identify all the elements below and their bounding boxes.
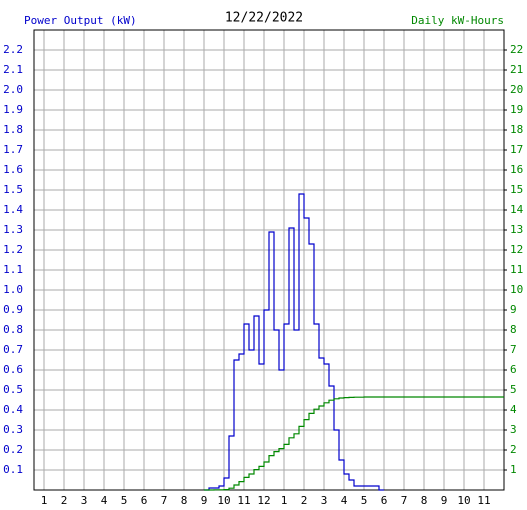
y-tick-label: 1.7 <box>3 143 23 156</box>
y2-tick-label: 6 <box>510 363 517 376</box>
y2-axis-label: Daily kW-Hours <box>411 14 504 27</box>
y-tick-label: 1.9 <box>3 103 23 116</box>
y-tick-label: 1.8 <box>3 123 23 136</box>
x-tick-label: 1 <box>41 494 48 507</box>
x-tick-label: 3 <box>321 494 328 507</box>
x-tick-label: 10 <box>217 494 230 507</box>
y2-tick-label: 22 <box>510 43 523 56</box>
y2-tick-label: 8 <box>510 323 517 336</box>
y2-tick-label: 17 <box>510 143 523 156</box>
y2-tick-label: 19 <box>510 103 523 116</box>
y-tick-label: 0.6 <box>3 363 23 376</box>
x-tick-label: 8 <box>421 494 428 507</box>
y2-tick-label: 12 <box>510 243 523 256</box>
y2-tick-label: 21 <box>510 63 523 76</box>
y2-tick-label: 16 <box>510 163 523 176</box>
y-axis-label: Power Output (kW) <box>24 14 137 27</box>
y2-tick-label: 2 <box>510 443 517 456</box>
y-tick-label: 0.9 <box>3 303 23 316</box>
y-tick-label: 2.0 <box>3 83 23 96</box>
y-tick-label: 1.5 <box>3 183 23 196</box>
x-tick-label: 9 <box>201 494 208 507</box>
y2-tick-label: 3 <box>510 423 517 436</box>
x-tick-label: 11 <box>477 494 490 507</box>
x-tick-label: 6 <box>381 494 388 507</box>
x-tick-label: 9 <box>441 494 448 507</box>
y2-tick-label: 7 <box>510 343 517 356</box>
series-line <box>204 193 384 491</box>
y-tick-label: 1.4 <box>3 203 23 216</box>
y2-tick-label: 9 <box>510 303 517 316</box>
y-tick-label: 1.1 <box>3 263 23 276</box>
plot-border <box>33 29 505 491</box>
y2-tick-label: 4 <box>510 403 517 416</box>
y-tick-label: 0.5 <box>3 383 23 396</box>
x-tick-label: 6 <box>141 494 148 507</box>
x-tick-label: 8 <box>181 494 188 507</box>
x-tick-label: 11 <box>237 494 250 507</box>
x-tick-label: 7 <box>161 494 168 507</box>
y-tick-label: 1.3 <box>3 223 23 236</box>
y2-tick-label: 1 <box>510 463 517 476</box>
y-tick-label: 0.2 <box>3 443 23 456</box>
x-tick-label: 7 <box>401 494 408 507</box>
x-tick-label: 10 <box>457 494 470 507</box>
y2-tick-label: 13 <box>510 223 523 236</box>
y2-tick-label: 14 <box>510 203 524 216</box>
x-tick-label: 1 <box>281 494 288 507</box>
y2-tick-label: 10 <box>510 283 523 296</box>
y2-tick-label: 11 <box>510 263 523 276</box>
y-tick-label: 0.4 <box>3 403 23 416</box>
y-tick-label: 1.2 <box>3 243 23 256</box>
y2-tick-label: 18 <box>510 123 523 136</box>
x-tick-label: 12 <box>257 494 270 507</box>
y-tick-label: 0.1 <box>3 463 23 476</box>
y-tick-label: 1.0 <box>3 283 23 296</box>
y-tick-label: 0.7 <box>3 343 23 356</box>
y-tick-label: 2.2 <box>3 43 23 56</box>
x-tick-label: 5 <box>361 494 368 507</box>
x-tick-label: 4 <box>101 494 108 507</box>
y-tick-label: 0.8 <box>3 323 23 336</box>
x-tick-label: 4 <box>341 494 348 507</box>
y2-tick-label: 20 <box>510 83 523 96</box>
y2-tick-label: 5 <box>510 383 517 396</box>
x-tick-label: 2 <box>61 494 68 507</box>
y-tick-label: 2.1 <box>3 63 23 76</box>
x-tick-label: 3 <box>81 494 88 507</box>
x-tick-label: 2 <box>301 494 308 507</box>
y-tick-label: 1.6 <box>3 163 23 176</box>
series-line <box>204 396 504 491</box>
y2-tick-label: 15 <box>510 183 523 196</box>
x-tick-label: 5 <box>121 494 128 507</box>
y-tick-label: 0.3 <box>3 423 23 436</box>
chart-title: 12/22/2022 <box>225 11 303 26</box>
